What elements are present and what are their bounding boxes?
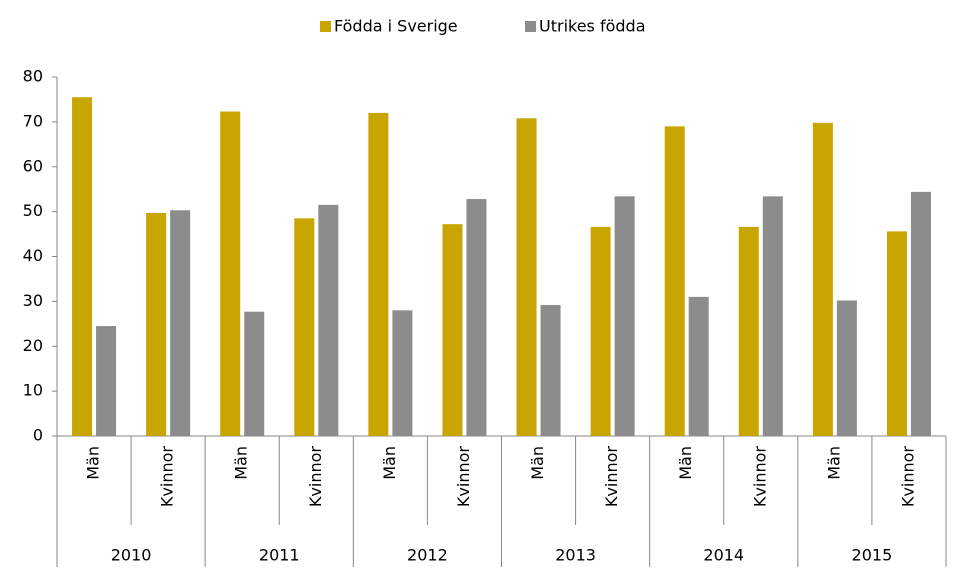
y-tick-label: 60	[23, 156, 43, 175]
x-tick-label: Män	[824, 446, 843, 480]
x-tick-label: Män	[380, 446, 399, 480]
x-tick-label: Kvinnor	[454, 446, 473, 507]
bar	[466, 199, 487, 436]
legend-label: Utrikes födda	[539, 17, 646, 36]
x-tick-label: Kvinnor	[602, 446, 621, 507]
legend-label: Födda i Sverige	[334, 17, 458, 36]
x-tick-label: Kvinnor	[306, 446, 325, 507]
y-tick-label: 80	[23, 67, 43, 86]
y-tick-label: 0	[33, 426, 43, 445]
group-label: 2011	[259, 546, 300, 565]
bar	[836, 300, 857, 436]
bar	[886, 231, 907, 436]
legend-swatch	[320, 21, 331, 32]
bar	[72, 97, 93, 436]
y-tick-label: 50	[23, 201, 43, 220]
x-tick-label: Kvinnor	[898, 446, 917, 507]
bar	[812, 122, 833, 437]
bar	[220, 111, 241, 437]
x-tick-label: Män	[676, 446, 695, 480]
y-tick-label: 70	[23, 111, 43, 130]
group-label: 2010	[111, 546, 152, 565]
bar	[614, 196, 635, 436]
bar	[442, 224, 463, 436]
x-tick-label: Män	[84, 446, 103, 480]
x-tick-label: Män	[528, 446, 547, 480]
bar	[392, 310, 413, 436]
bar	[762, 196, 783, 436]
y-tick-label: 30	[23, 291, 43, 310]
bar	[96, 326, 117, 436]
bar	[368, 112, 389, 437]
bar	[540, 304, 561, 436]
bar	[688, 296, 709, 436]
x-tick-label: Kvinnor	[750, 446, 769, 507]
y-tick-label: 20	[23, 336, 43, 355]
y-tick-label: 10	[23, 381, 43, 400]
bar	[170, 210, 191, 436]
group-label: 2015	[852, 546, 893, 565]
bar	[910, 191, 931, 436]
x-tick-label: Kvinnor	[158, 446, 177, 507]
bar	[146, 212, 167, 436]
group-label: 2013	[555, 546, 596, 565]
bar	[664, 126, 685, 437]
bar	[294, 218, 315, 436]
bar	[244, 311, 265, 436]
bar	[590, 226, 611, 436]
y-tick-label: 40	[23, 246, 43, 265]
bar	[516, 118, 537, 436]
group-label: 2012	[407, 546, 448, 565]
legend-swatch	[525, 21, 536, 32]
x-tick-label: Män	[232, 446, 251, 480]
group-label: 2014	[703, 546, 744, 565]
bar	[318, 204, 339, 436]
bar	[738, 226, 759, 436]
